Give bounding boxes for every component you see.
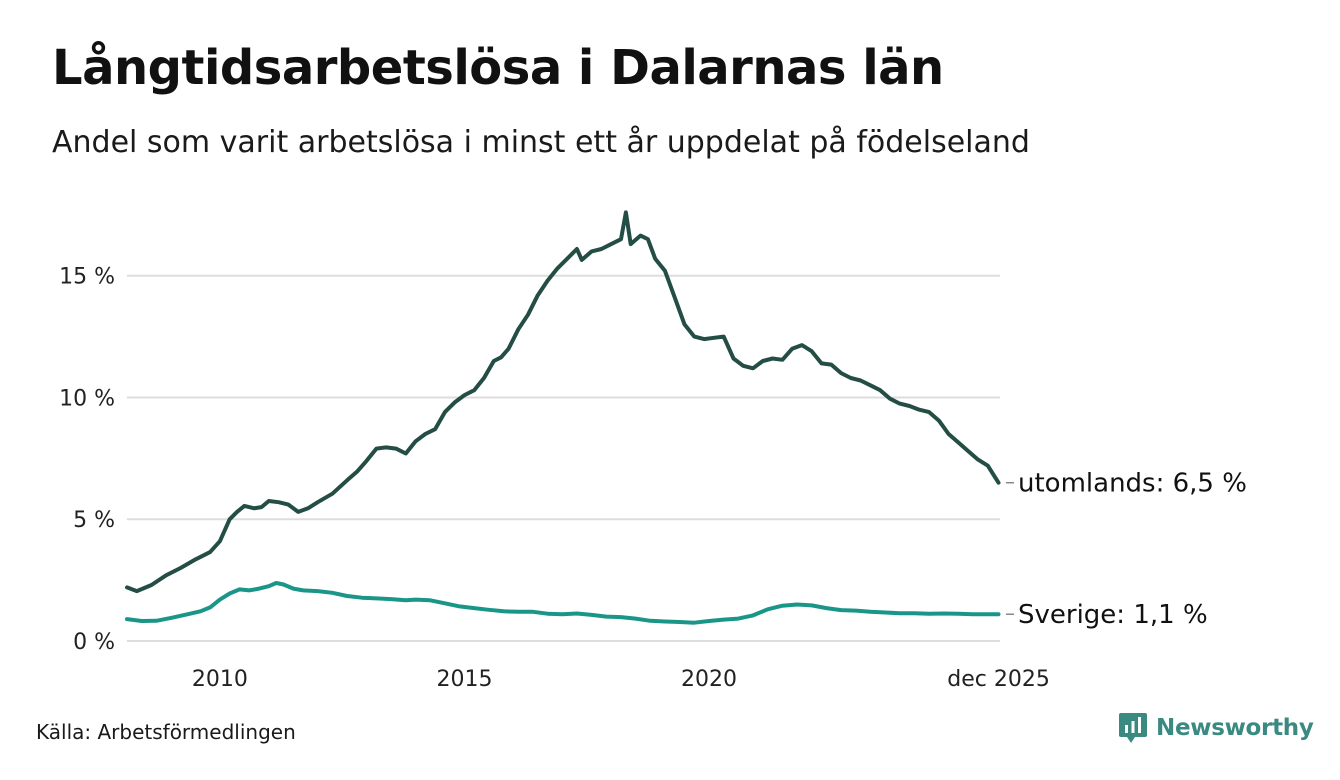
y-tick-label: 10 %	[59, 386, 115, 411]
x-tick-label: 2020	[681, 667, 737, 692]
chart-subtitle: Andel som varit arbetslösa i minst ett å…	[52, 125, 1030, 160]
brand-name: Newsworthy	[1156, 715, 1314, 741]
grid-lines	[127, 274, 1000, 642]
y-tick-label: 15 %	[59, 265, 115, 290]
y-tick-label: 5 %	[73, 508, 115, 533]
y-axis-ticks: 0 % 5 % 10 % 15 %	[59, 265, 115, 655]
x-tick-label: 2015	[436, 667, 492, 692]
end-label-sverige: Sverige: 1,1 %	[1018, 600, 1208, 630]
end-label-utomlands: utomlands: 6,5 %	[1018, 469, 1247, 499]
series-line-utomlands	[125, 210, 1001, 594]
brand-logo: Newsworthy	[1118, 712, 1314, 744]
y-tick-label: 0 %	[73, 630, 115, 655]
x-axis-ticks: 2010 2015 2020 dec 2025	[192, 667, 1050, 692]
x-tick-label: dec 2025	[947, 667, 1050, 692]
series-lines	[125, 210, 1001, 625]
x-tick-label: 2010	[192, 667, 248, 692]
newsworthy-logo-icon	[1119, 713, 1147, 743]
chart-title: Långtidsarbetslösa i Dalarnas län	[52, 40, 944, 96]
end-labels: utomlands: 6,5 % Sverige: 1,1 %	[1006, 469, 1247, 630]
source-note: Källa: Arbetsförmedlingen	[36, 720, 296, 744]
series-line-sverige	[125, 581, 1001, 625]
